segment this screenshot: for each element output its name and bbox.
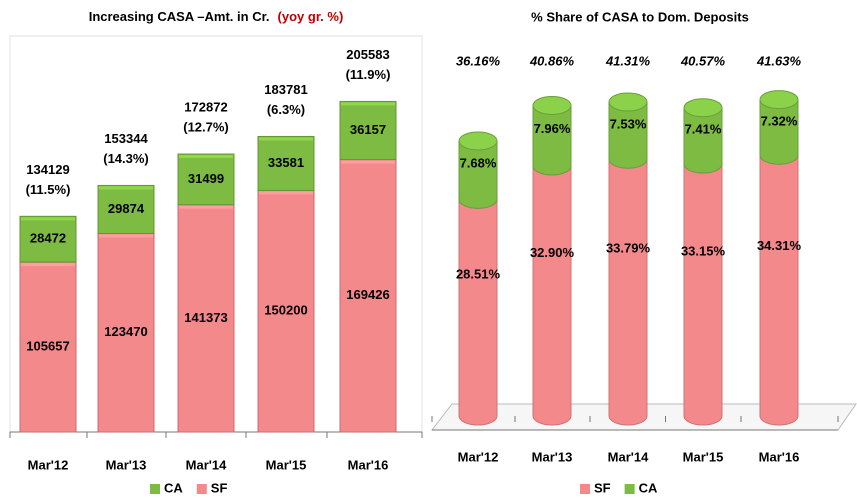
x-tick-label: Mar'12	[458, 449, 499, 464]
x-tick-label: Mar'13	[532, 449, 573, 464]
cylinder-top	[458, 131, 498, 151]
growth-label: (6.3%)	[267, 102, 305, 117]
value-label: 33581	[268, 155, 304, 170]
value-label: 36157	[350, 122, 386, 137]
value-label: 7.68%	[460, 156, 497, 171]
bar-segment	[177, 153, 235, 206]
x-tick-label: Mar'14	[186, 457, 227, 472]
value-label: 28.51%	[456, 267, 501, 282]
total-label: 183781	[264, 82, 307, 97]
x-tick-label: Mar'13	[106, 457, 147, 472]
bar-highlight	[21, 263, 75, 267]
value-label: 169426	[346, 287, 389, 302]
value-label: 7.96%	[534, 121, 571, 136]
total-label: 41.31%	[605, 53, 651, 68]
value-label: 33.79%	[606, 241, 651, 256]
growth-label: (11.5%)	[26, 182, 71, 197]
bar-highlight	[99, 186, 153, 190]
cylinder-cover	[609, 101, 647, 160]
cylinder-cover	[533, 105, 571, 166]
total-label: 134129	[26, 162, 69, 177]
cylinder-top	[759, 90, 799, 110]
value-label: 7.53%	[610, 116, 647, 131]
value-label: 32.90%	[530, 245, 575, 260]
bar-segment	[339, 100, 397, 161]
cylinder-cover	[684, 164, 722, 416]
legend-label: SF	[594, 480, 611, 495]
legend-label: SF	[211, 480, 228, 495]
bar-segment	[339, 159, 397, 433]
x-tick-label: Mar'15	[266, 457, 307, 472]
cylinder-top	[683, 98, 723, 118]
value-label: 29874	[108, 201, 145, 216]
x-tick-label: Mar'15	[683, 449, 724, 464]
bar-segment	[97, 184, 155, 234]
value-label: 33.15%	[681, 244, 726, 259]
growth-label: (14.3%)	[103, 151, 149, 166]
total-label: 40.57%	[680, 53, 726, 68]
growth-label: (11.9%)	[346, 67, 391, 82]
value-label: 150200	[264, 303, 307, 318]
bar-segment	[257, 135, 315, 191]
value-label: 123470	[104, 324, 147, 339]
chart-title: % Share of CASA to Dom. Deposits	[531, 9, 749, 24]
legend-swatch	[580, 484, 590, 494]
chart-title: Increasing CASA –Amt. in Cr. (yoy gr. %)	[89, 9, 344, 24]
value-label: 31499	[188, 171, 224, 186]
bar-highlight	[259, 137, 313, 141]
bar-highlight	[21, 217, 75, 221]
legend-label: CA	[164, 480, 183, 495]
cylinder-top	[532, 95, 572, 115]
growth-label: (12.7%)	[183, 119, 229, 134]
legend-swatch	[196, 484, 207, 494]
value-label: 141373	[184, 310, 227, 325]
cylinder-cover	[459, 199, 497, 416]
legend-swatch	[624, 484, 635, 494]
total-label: 205583	[346, 47, 389, 62]
cylinder-top	[608, 92, 648, 112]
bar-highlight	[341, 160, 395, 164]
total-label: 172872	[184, 99, 227, 114]
total-label: 41.63%	[756, 53, 802, 68]
x-tick-label: Mar'14	[608, 449, 649, 464]
bar-highlight	[179, 155, 233, 159]
value-label: 7.32%	[761, 113, 798, 128]
value-label: 105657	[26, 338, 69, 353]
title-main: Increasing CASA –Amt. in Cr.	[89, 9, 270, 24]
bar-segment	[19, 215, 77, 263]
x-tick-label: Mar'12	[28, 457, 69, 472]
x-tick-label: Mar'16	[759, 449, 800, 464]
legend-label: CA	[639, 480, 658, 495]
bar-highlight	[341, 102, 395, 106]
total-label: 36.16%	[456, 53, 501, 68]
bar-segment	[257, 189, 315, 433]
cylinder-cover	[459, 140, 497, 200]
bar-segment	[97, 232, 155, 433]
value-label: 7.41%	[685, 122, 722, 137]
cylinder-cover	[533, 165, 571, 416]
cylinder-cover	[609, 159, 647, 417]
bar-highlight	[179, 205, 233, 209]
x-tick-label: Mar'16	[348, 457, 389, 472]
bar-segment	[177, 204, 235, 433]
title-note: (yoy gr. %)	[278, 9, 344, 24]
bar-highlight	[99, 234, 153, 238]
bar-highlight	[259, 191, 313, 195]
value-label: 34.31%	[757, 238, 802, 253]
total-label: 153344	[104, 131, 148, 146]
value-label: 28472	[30, 231, 66, 246]
legend-swatch	[150, 484, 160, 494]
cylinder-cover	[760, 155, 798, 416]
total-label: 40.86%	[529, 53, 575, 68]
